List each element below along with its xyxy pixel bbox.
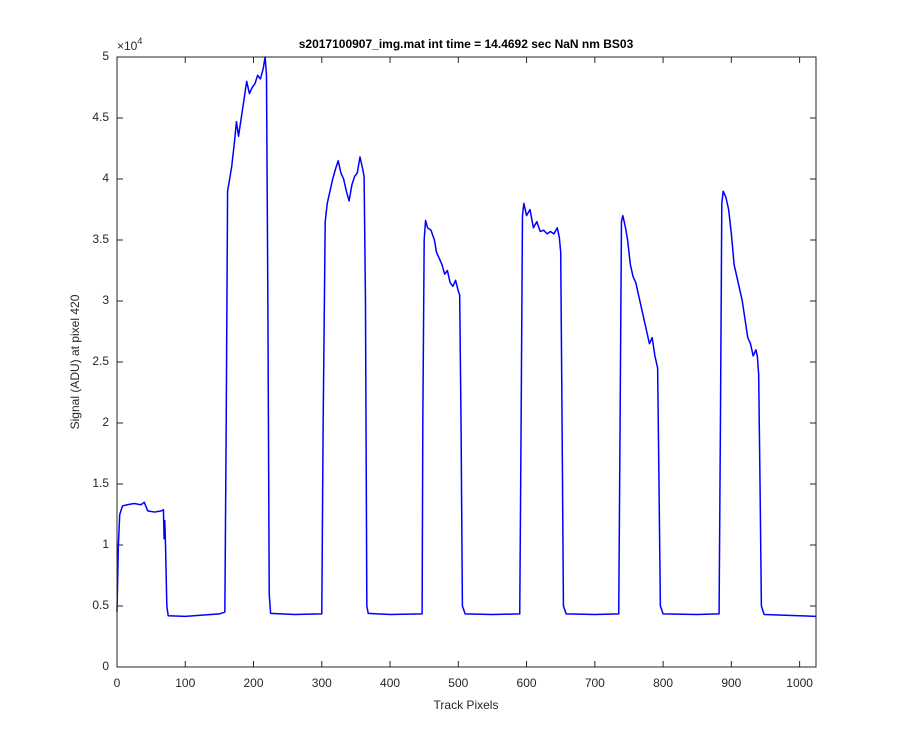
x-tick-label: 300 bbox=[312, 676, 332, 690]
y-multiplier: ×104 bbox=[117, 36, 142, 53]
x-tick-label: 700 bbox=[585, 676, 605, 690]
x-tick-label: 800 bbox=[653, 676, 673, 690]
y-tick-label: 0.5 bbox=[92, 598, 109, 612]
axes-box bbox=[116, 56, 817, 668]
y-axis-label: Signal (ADU) at pixel 420 bbox=[68, 294, 82, 429]
y-tick-label: 1 bbox=[102, 537, 109, 551]
x-axis-label: Track Pixels bbox=[434, 698, 499, 712]
x-tick-label: 100 bbox=[175, 676, 195, 690]
y-tick-label: 3.5 bbox=[92, 232, 109, 246]
x-tick-label: 400 bbox=[380, 676, 400, 690]
y-tick-label: 1.5 bbox=[92, 476, 109, 490]
x-tick-label: 900 bbox=[721, 676, 741, 690]
y-tick-label: 0 bbox=[102, 659, 109, 673]
y-tick-label: 2.5 bbox=[92, 354, 109, 368]
y-tick-label: 2 bbox=[102, 415, 109, 429]
y-tick-label: 4.5 bbox=[92, 110, 109, 124]
x-tick-label: 1000 bbox=[786, 676, 813, 690]
y-tick-label: 5 bbox=[102, 49, 109, 63]
y-multiplier-power: 4 bbox=[137, 36, 142, 46]
y-tick-label: 4 bbox=[102, 171, 109, 185]
chart-title: s2017100907_img.mat int time = 14.4692 s… bbox=[299, 37, 634, 51]
x-tick-label: 200 bbox=[244, 676, 264, 690]
x-tick-label: 0 bbox=[114, 676, 121, 690]
y-multiplier-base: ×10 bbox=[117, 39, 138, 53]
data-line bbox=[116, 56, 817, 618]
x-tick-label: 600 bbox=[517, 676, 537, 690]
x-tick-label: 500 bbox=[448, 676, 468, 690]
y-tick-label: 3 bbox=[102, 293, 109, 307]
